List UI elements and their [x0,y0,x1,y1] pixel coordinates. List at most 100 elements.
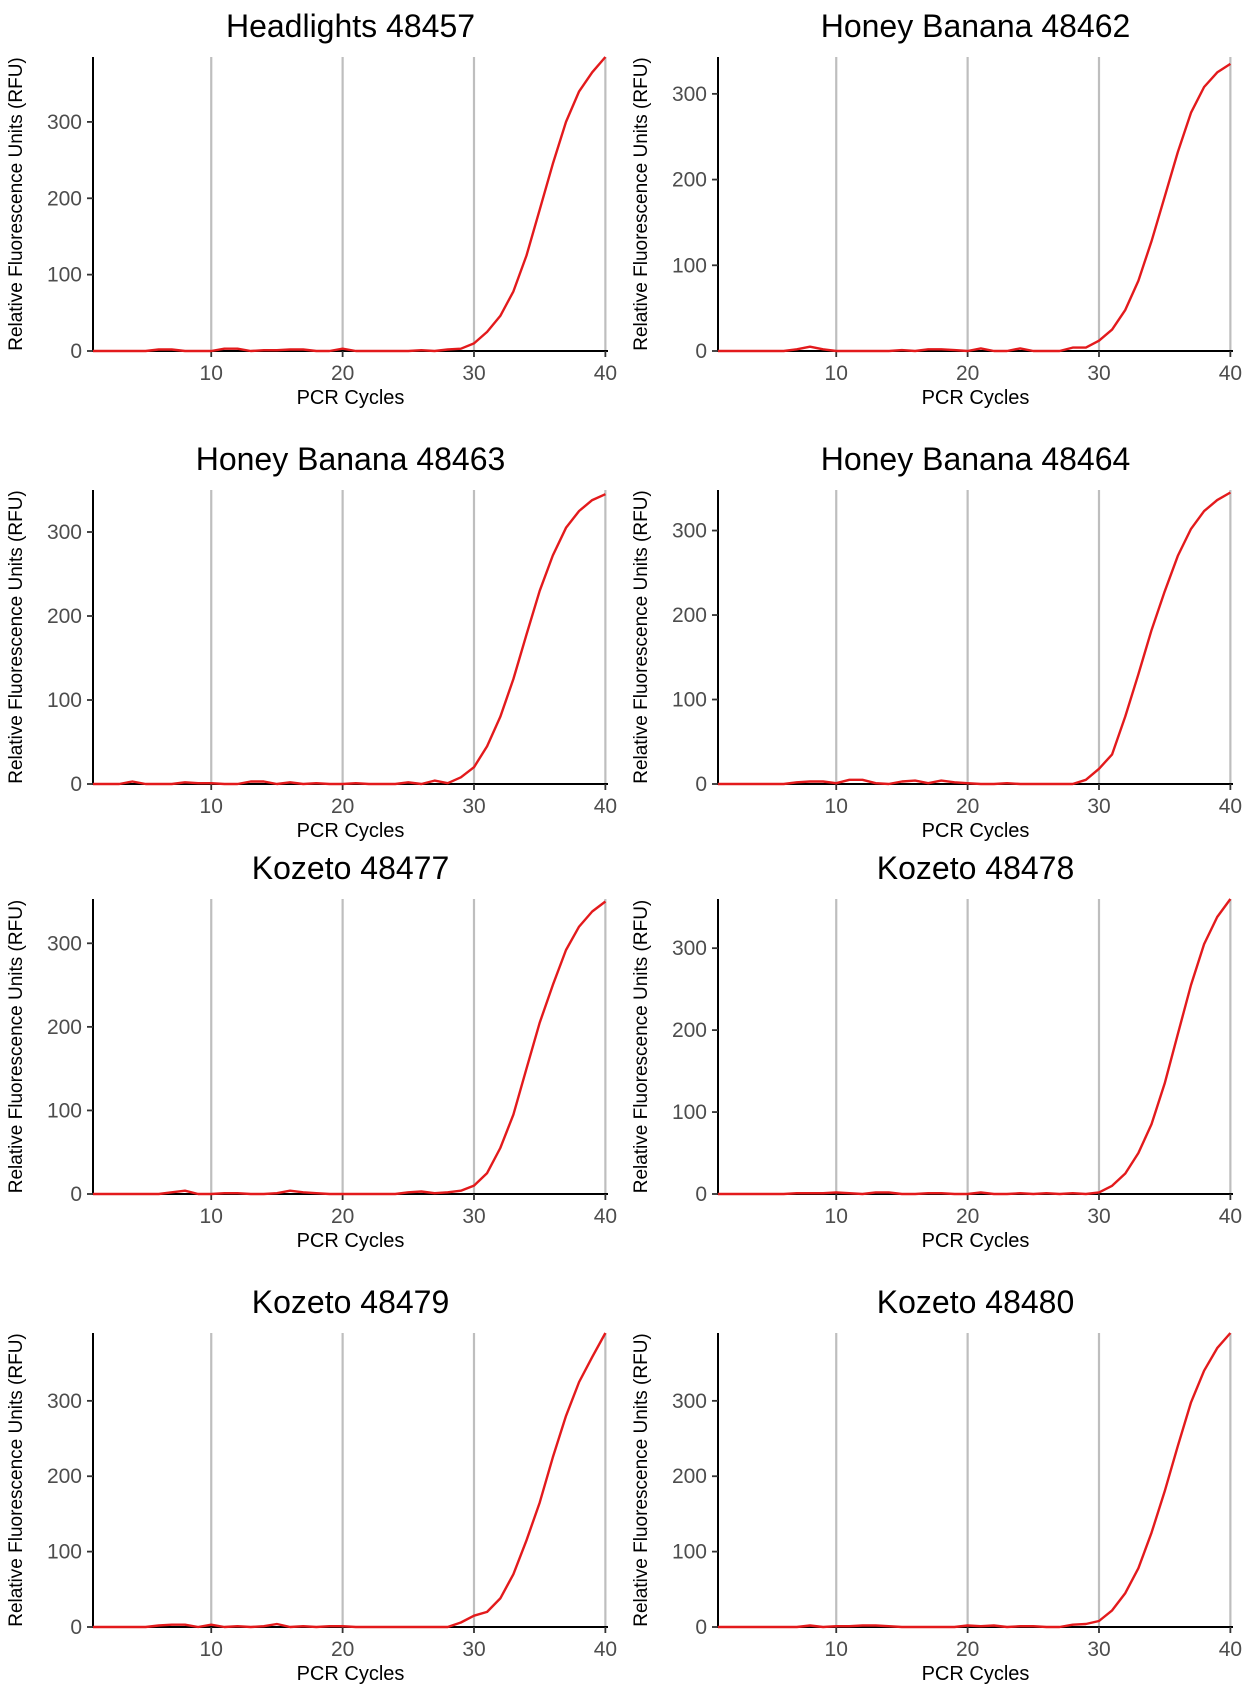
y-tick-label: 300 [47,521,82,544]
y-axis-label: Relative Fluorescence Units (RFU) [6,57,27,351]
x-tick-label: 30 [1087,1205,1110,1228]
panel-5: Kozeto 48477 10 20 30 40 0 100 200 300 PCR Cycles… [6,850,617,1252]
y-tick-label: 0 [695,1183,707,1206]
x-axis-label: PCR Cycles [297,1230,405,1252]
y-axis-label: Relative Fluorescence Units (RFU) [631,490,652,784]
x-tick-label: 20 [331,362,354,385]
x-tick-label: 30 [462,362,485,385]
y-tick-label: 100 [672,254,707,277]
x-tick-label: 10 [200,1205,223,1228]
x-tick-label: 10 [825,1638,848,1661]
rfu-curve [718,62,1232,353]
x-tick-label: 20 [956,1638,979,1661]
panel-title: Honey Banana 48462 [821,8,1131,44]
x-axis-label: PCR Cycles [297,387,405,409]
y-tick-label: 300 [672,937,707,960]
x-axis-label: PCR Cycles [922,387,1030,409]
panel-title: Honey Banana 48463 [196,441,506,477]
panel-3: Honey Banana 48463 10 20 30 40 0 100 200 300 PCR … [6,441,617,842]
x-axis-label: PCR Cycles [922,1230,1030,1252]
y-axis-label: Relative Fluorescence Units (RFU) [631,900,652,1194]
rfu-curve [93,493,606,786]
y-tick-label: 0 [695,773,707,796]
x-axis-label: PCR Cycles [922,1663,1030,1685]
x-tick-label: 40 [1219,795,1242,818]
x-tick-label: 10 [200,795,223,818]
panel-6: Kozeto 48478 10 20 30 40 0 100 200 300 PCR Cycles… [631,850,1242,1252]
x-tick-label: 30 [462,1638,485,1661]
x-tick-label: 20 [331,1205,354,1228]
x-tick-label: 30 [1087,362,1110,385]
y-tick-label: 200 [672,169,707,192]
y-tick-label: 300 [47,932,82,955]
x-tick-label: 20 [956,795,979,818]
y-tick-label: 0 [70,1616,82,1639]
y-tick-label: 200 [672,604,707,627]
x-tick-label: 20 [956,362,979,385]
panel-title: Kozeto 48478 [877,850,1075,886]
panel-title: Headlights 48457 [226,8,475,44]
x-tick-label: 10 [200,1638,223,1661]
x-tick-label: 10 [200,362,223,385]
y-tick-label: 0 [695,1616,707,1639]
x-tick-label: 30 [1087,795,1110,818]
x-axis-label: PCR Cycles [922,820,1030,842]
y-tick-label: 100 [672,1541,707,1564]
x-axis-label: PCR Cycles [297,1663,405,1685]
panel-title: Kozeto 48480 [877,1284,1075,1320]
x-tick-label: 10 [825,795,848,818]
x-tick-label: 10 [825,1205,848,1228]
y-tick-label: 200 [47,1016,82,1039]
y-tick-label: 0 [70,1183,82,1206]
x-tick-label: 30 [462,795,485,818]
panel-4: Honey Banana 48464 10 20 30 40 0 100 200 300 PCR … [631,441,1242,842]
y-axis-label: Relative Fluorescence Units (RFU) [6,900,27,1194]
y-tick-label: 100 [672,689,707,712]
rfu-curve [93,56,607,353]
y-tick-label: 100 [47,1099,82,1122]
y-tick-label: 200 [47,1465,82,1488]
y-tick-label: 100 [672,1101,707,1124]
x-tick-label: 40 [1219,362,1242,385]
y-axis-label: Relative Fluorescence Units (RFU) [631,57,652,351]
x-tick-label: 20 [331,1638,354,1661]
y-tick-label: 100 [47,1541,82,1564]
y-tick-label: 0 [70,773,82,796]
panel-2: Honey Banana 48462 10 20 30 40 0 100 200 300 PCR … [631,8,1242,409]
x-tick-label: 30 [462,1205,485,1228]
y-tick-label: 300 [47,1390,82,1413]
y-tick-label: 200 [672,1465,707,1488]
x-tick-label: 40 [594,795,617,818]
panel-8: Kozeto 48480 10 20 30 40 0 100 200 300 PCR Cycles… [631,1284,1242,1685]
y-tick-label: 300 [672,1390,707,1413]
x-tick-label: 20 [956,1205,979,1228]
rfu-curve [718,1332,1232,1629]
y-tick-label: 200 [47,187,82,210]
y-tick-label: 200 [672,1019,707,1042]
x-tick-label: 40 [1219,1638,1242,1661]
y-axis-label: Relative Fluorescence Units (RFU) [6,1333,27,1627]
y-tick-label: 300 [672,520,707,543]
y-tick-label: 100 [47,689,82,712]
panel-7: Kozeto 48479 10 20 30 40 0 100 200 300 PCR Cycles… [6,1284,617,1685]
y-tick-label: 0 [695,340,707,363]
panel-title: Honey Banana 48464 [821,441,1131,477]
y-tick-label: 300 [47,111,82,134]
x-tick-label: 30 [1087,1638,1110,1661]
panel-title: Kozeto 48479 [252,1284,450,1320]
x-tick-label: 40 [594,1205,617,1228]
x-tick-label: 40 [1219,1205,1242,1228]
panel-title: Kozeto 48477 [252,850,450,886]
x-tick-label: 40 [594,1638,617,1661]
y-tick-label: 300 [672,83,707,106]
y-axis-label: Relative Fluorescence Units (RFU) [631,1333,652,1627]
x-tick-label: 40 [594,362,617,385]
x-tick-label: 10 [825,362,848,385]
rfu-curve [93,1332,607,1629]
rfu-curve [718,491,1231,786]
y-tick-label: 0 [70,340,82,363]
x-axis-label: PCR Cycles [297,820,405,842]
rfu-curve [718,898,1232,1196]
y-tick-label: 200 [47,605,82,628]
